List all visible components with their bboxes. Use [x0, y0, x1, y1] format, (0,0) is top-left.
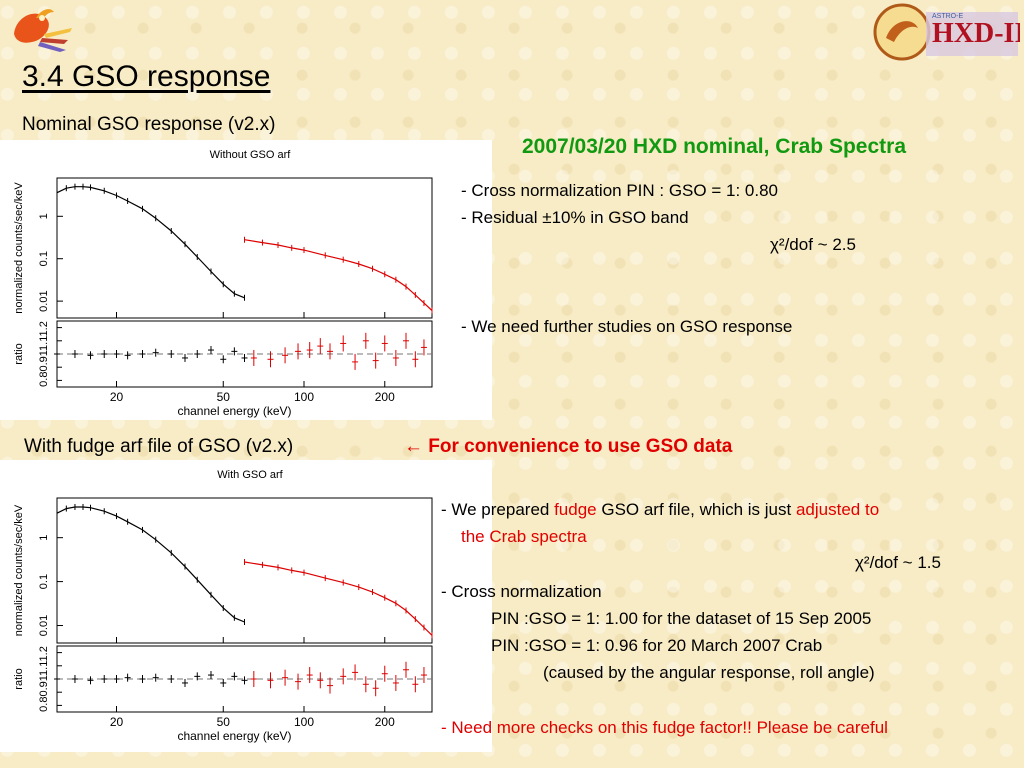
- x-tick-label: 200: [375, 715, 395, 729]
- note-fudge-arf: - We prepared fudge GSO arf file, which …: [441, 500, 879, 520]
- note-warning: - Need more checks on this fudge factor!…: [441, 718, 888, 737]
- note-cross-normalization-2: - Cross normalization: [441, 582, 602, 601]
- phoenix-logo: [14, 9, 72, 52]
- ratio-tick-labels: 0.80.911.11.2: [38, 321, 50, 387]
- note-angular-response: (caused by the angular response, roll an…: [543, 663, 875, 682]
- hxd-logo-text: HXD-II: [932, 18, 1020, 49]
- hxd-logo-small-text: ASTRO-E: [932, 13, 963, 20]
- note-text-red: adjusted to: [795, 500, 880, 519]
- gso-spectrum-series: [244, 239, 433, 311]
- slide-title: 3.4 GSO response: [22, 60, 271, 93]
- note-cross-normalization-1: - Cross normalization PIN : GSO = 1: 0.8…: [461, 181, 778, 200]
- x-tick-label: 50: [217, 390, 231, 404]
- y-tick-label: 0.1: [38, 574, 50, 589]
- note-residual: - Residual ±10% in GSO band: [461, 208, 689, 227]
- y-tick-label: 0.1: [38, 251, 50, 266]
- spectra-heading: 2007/03/20 HXD nominal, Crab Spectra: [522, 135, 906, 158]
- y-tick-label: 0.01: [38, 615, 50, 636]
- chi-square-2: χ²/dof ~ 1.5: [855, 553, 941, 572]
- note-pin-gso-2005: PIN :GSO = 1: 1.00 for the dataset of 15…: [491, 609, 872, 628]
- left-arrow-icon: ←: [404, 436, 423, 457]
- y-tick-label: 1: [38, 535, 50, 541]
- y-tick-label: 0.01: [38, 290, 50, 311]
- y-axis-label: normalized counts/sec/keV: [13, 182, 25, 314]
- note-further-studies: - We need further studies on GSO respons…: [461, 317, 793, 336]
- note-crab-spectra: the Crab spectra: [461, 527, 587, 546]
- section1-heading: Nominal GSO response (v2.x): [22, 114, 276, 135]
- note-text: GSO arf file, which is just: [596, 500, 796, 519]
- convenience-note-text: For convenience to use GSO data: [428, 436, 733, 457]
- x-tick-label: 20: [110, 715, 124, 729]
- y-tick-label: 1: [38, 213, 50, 219]
- ratio-axis-label: ratio: [13, 668, 25, 689]
- x-tick-label: 100: [294, 715, 314, 729]
- x-axis-label: channel energy (keV): [177, 729, 291, 743]
- y-axis-label: normalized counts/sec/keV: [13, 504, 25, 636]
- ratio-tick-labels: 0.80.911.11.2: [38, 646, 50, 712]
- ratio-axis-label: ratio: [13, 343, 25, 364]
- upper-panel-frame: [56, 177, 433, 319]
- gso-spectrum-series: [244, 561, 433, 636]
- x-tick-label: 50: [217, 715, 231, 729]
- x-tick-label: 100: [294, 390, 314, 404]
- x-axis-label: channel energy (keV): [177, 404, 291, 418]
- plot-with-gso-arf: With GSO arf 20 50 100 200 channel energy (ke…: [0, 460, 492, 752]
- pin-spectrum-series: [56, 506, 245, 623]
- chi-square-1: χ²/dof ~ 2.5: [770, 235, 856, 254]
- plot-title: Without GSO arf: [210, 149, 292, 161]
- x-tick-label: 200: [375, 390, 395, 404]
- note-text-red: fudge: [554, 500, 597, 519]
- pin-spectrum-series: [56, 186, 245, 299]
- section2-heading: With fudge arf file of GSO (v2.x): [24, 436, 294, 457]
- note-text: - We prepared: [441, 500, 555, 519]
- upper-panel-frame: [56, 497, 433, 644]
- plot-without-gso-arf: Without GSO arf 20 50 100 200 channel energy …: [0, 140, 492, 420]
- hxd-logo: HXD-II ASTRO-E: [873, 3, 1020, 61]
- x-tick-label: 20: [110, 390, 124, 404]
- convenience-note: ← For convenience to use GSO data: [404, 436, 732, 458]
- plot-title: With GSO arf: [217, 469, 283, 481]
- note-pin-gso-2007: PIN :GSO = 1: 0.96 for 20 March 2007 Cra…: [491, 636, 823, 655]
